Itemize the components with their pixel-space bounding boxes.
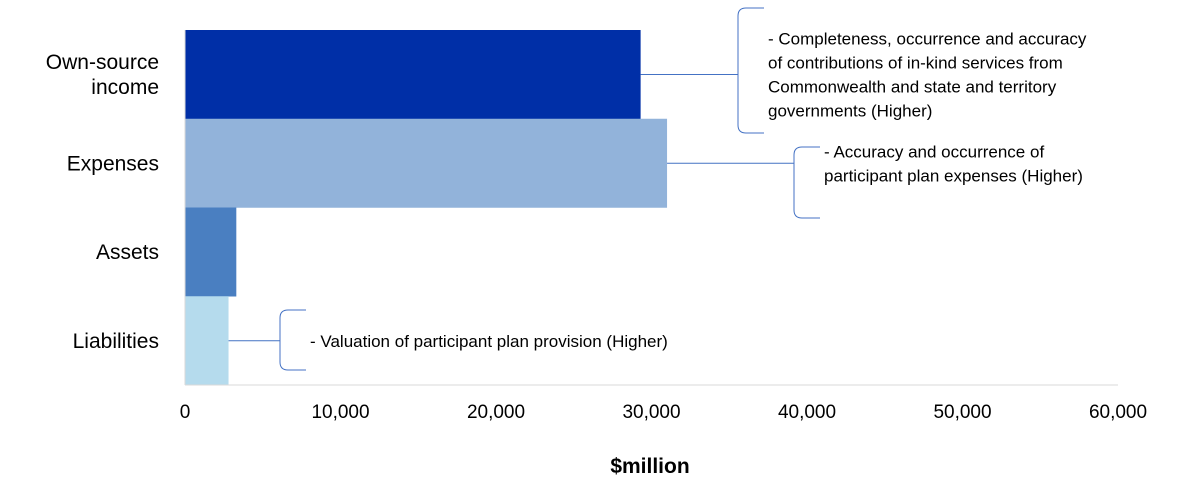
bar-own-source-income: [185, 30, 641, 119]
annotation-bracket-own-source-income: [737, 7, 764, 134]
annotation-text-expenses: - Accuracy and occurrence of participant …: [824, 142, 1083, 185]
bar-assets: [185, 207, 237, 297]
x-tick-label: 0: [180, 402, 191, 423]
annotation-text-own-source-income: - Completeness, occurrence and accuracy o…: [768, 30, 1087, 121]
category-label-expenses: Expenses: [67, 152, 159, 175]
bar-liabilities: [185, 296, 229, 386]
x-axis-title: $million: [610, 455, 689, 478]
bar-expenses: [185, 118, 668, 208]
x-tick-label: 50,000: [933, 402, 991, 423]
category-label-liabilities: Liabilities: [73, 330, 159, 353]
annotation-bracket-expenses: [793, 146, 820, 219]
annotation-text-liabilities: - Valuation of participant plan provisio…: [310, 332, 668, 351]
x-tick-label: 20,000: [467, 402, 525, 423]
category-labels: Own-source income Expenses Assets Liabilitie…: [46, 51, 159, 353]
annotation-bracket-liabilities: [279, 309, 306, 371]
annotations-group: - Completeness, occurrence and accuracy o…: [228, 7, 1087, 371]
bars-group: [185, 30, 668, 386]
x-tick-label: 60,000: [1089, 402, 1147, 423]
category-label-assets: Assets: [96, 241, 159, 264]
x-tick-label: 10,000: [311, 402, 369, 423]
x-tick-label: 40,000: [778, 402, 836, 423]
category-label-own-source-income: Own-source income: [46, 51, 159, 99]
x-tick-label: 30,000: [622, 402, 680, 423]
x-axis: 0 10,000 20,000 30,000 40,000 50,000 60,000: [180, 30, 1147, 423]
